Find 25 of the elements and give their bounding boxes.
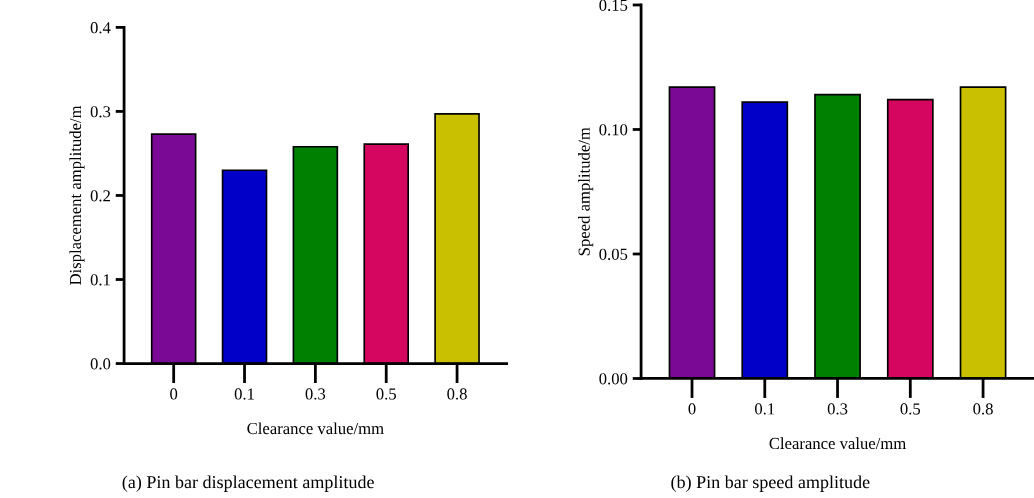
y-tick-label: 0.15 <box>599 0 628 11</box>
y-tick-label: 0.4 <box>90 22 111 34</box>
y-tick-label: 0.05 <box>599 248 628 260</box>
x-tick-label: 0 <box>170 388 178 400</box>
y-tick-label: 0.00 <box>599 373 628 385</box>
x-tick-label: 0.8 <box>973 403 993 415</box>
x-axis-title: Clearance value/mm <box>769 437 906 450</box>
text: (a) Pin bar displacement amplitude <box>122 475 374 492</box>
y-tick-label: 0.3 <box>90 106 111 118</box>
y-axis-title: Speed amplitude/m <box>578 127 594 256</box>
y-tick-label: 0.0 <box>90 358 111 370</box>
y-tick-label: 0.10 <box>599 124 628 136</box>
y-axis-title: Displacement amplitude/m <box>69 105 85 286</box>
y-tick-label: 0.1 <box>90 274 110 286</box>
text: (b) Pin bar speed amplitude <box>671 475 870 492</box>
x-tick-label: 0.5 <box>376 388 396 400</box>
x-tick-label: 0.1 <box>755 403 775 415</box>
x-tick-label: 0.3 <box>827 403 848 415</box>
x-tick-label: 0.5 <box>900 403 921 415</box>
x-axis-title: Clearance value/mm <box>247 422 384 435</box>
x-tick-label: 0.3 <box>305 388 326 400</box>
x-tick-label: 0.8 <box>447 388 467 400</box>
y-tick-label: 0.2 <box>90 190 110 202</box>
x-tick-label: 0.1 <box>234 388 254 400</box>
x-tick-label: 0 <box>688 403 696 415</box>
